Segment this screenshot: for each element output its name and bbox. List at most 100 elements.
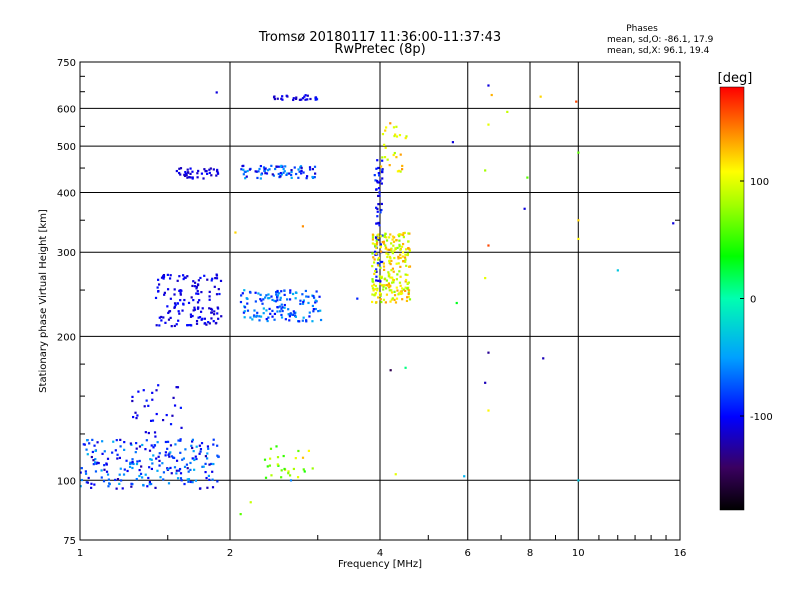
data-point bbox=[375, 239, 378, 242]
data-point bbox=[145, 439, 148, 442]
data-point bbox=[101, 440, 104, 443]
data-point bbox=[240, 294, 243, 297]
data-point bbox=[143, 405, 146, 408]
data-point bbox=[379, 179, 382, 182]
data-point bbox=[184, 170, 187, 174]
data-point bbox=[290, 173, 293, 177]
data-point bbox=[379, 282, 382, 286]
data-point bbox=[162, 316, 165, 319]
data-point bbox=[392, 281, 395, 284]
data-point bbox=[169, 466, 172, 470]
data-point bbox=[217, 455, 220, 459]
data-point bbox=[179, 167, 183, 170]
data-point bbox=[202, 177, 205, 180]
data-point bbox=[190, 444, 193, 447]
data-point bbox=[254, 300, 257, 303]
data-point bbox=[356, 297, 359, 300]
data-point bbox=[234, 231, 237, 234]
data-point bbox=[175, 323, 178, 326]
data-point bbox=[154, 296, 158, 300]
data-point bbox=[388, 164, 391, 167]
data-point bbox=[276, 291, 279, 294]
data-point bbox=[280, 313, 283, 317]
data-point bbox=[281, 306, 284, 309]
data-point bbox=[295, 96, 298, 99]
data-point bbox=[542, 357, 545, 360]
data-point bbox=[180, 479, 183, 482]
data-point bbox=[302, 171, 305, 174]
data-point bbox=[160, 276, 164, 279]
data-point bbox=[207, 474, 211, 477]
data-point bbox=[396, 246, 399, 250]
data-point bbox=[390, 291, 394, 294]
data-point bbox=[402, 288, 405, 291]
data-point bbox=[382, 284, 385, 287]
data-point bbox=[179, 451, 182, 454]
data-point bbox=[166, 273, 169, 276]
data-point bbox=[371, 265, 374, 268]
data-point bbox=[206, 278, 209, 281]
data-point bbox=[211, 486, 215, 489]
data-point bbox=[178, 289, 181, 292]
data-point bbox=[155, 457, 158, 460]
colorbar-tick-label: 0 bbox=[750, 295, 756, 306]
data-point bbox=[259, 315, 263, 318]
data-point bbox=[255, 314, 259, 317]
data-point bbox=[371, 278, 374, 281]
data-point bbox=[312, 308, 315, 311]
data-point bbox=[204, 470, 207, 474]
data-point bbox=[212, 443, 215, 446]
data-point bbox=[173, 306, 176, 309]
data-point bbox=[178, 275, 181, 278]
data-point bbox=[392, 126, 396, 129]
data-point bbox=[170, 325, 173, 328]
data-point bbox=[296, 476, 300, 479]
data-point bbox=[393, 236, 396, 239]
data-point bbox=[376, 234, 379, 237]
data-point bbox=[272, 174, 276, 177]
data-point bbox=[293, 166, 296, 169]
data-point bbox=[305, 320, 308, 323]
data-point bbox=[203, 317, 206, 320]
data-point bbox=[374, 292, 377, 295]
data-point bbox=[216, 168, 219, 172]
x-tick-label: 6 bbox=[465, 548, 471, 559]
data-point bbox=[406, 253, 409, 256]
data-point bbox=[114, 478, 117, 482]
data-point bbox=[402, 233, 405, 237]
data-point bbox=[138, 468, 141, 472]
data-point bbox=[175, 469, 178, 472]
data-point bbox=[266, 169, 270, 172]
data-point bbox=[577, 151, 580, 154]
data-point bbox=[401, 164, 404, 168]
data-point bbox=[106, 473, 110, 476]
data-point bbox=[280, 164, 283, 167]
data-point bbox=[373, 258, 376, 261]
data-point bbox=[92, 459, 95, 462]
data-point bbox=[216, 172, 220, 175]
data-point bbox=[377, 172, 380, 175]
data-point bbox=[385, 239, 389, 242]
data-point bbox=[575, 100, 578, 103]
data-point bbox=[314, 307, 317, 311]
data-point bbox=[284, 318, 287, 321]
data-point bbox=[90, 486, 93, 489]
data-point bbox=[290, 313, 293, 316]
data-point bbox=[168, 277, 172, 280]
data-point bbox=[398, 270, 401, 273]
data-point bbox=[198, 316, 202, 319]
data-point bbox=[399, 253, 402, 256]
data-point bbox=[149, 458, 152, 461]
data-point bbox=[371, 233, 375, 236]
data-point bbox=[273, 318, 276, 321]
data-point bbox=[209, 167, 212, 170]
data-point bbox=[153, 431, 157, 434]
data-point bbox=[376, 215, 379, 218]
data-point bbox=[282, 171, 285, 174]
data-point bbox=[280, 316, 284, 319]
data-point bbox=[280, 97, 283, 100]
data-point bbox=[255, 170, 258, 173]
data-point bbox=[262, 307, 265, 310]
data-point bbox=[384, 284, 387, 287]
data-point bbox=[388, 286, 391, 289]
